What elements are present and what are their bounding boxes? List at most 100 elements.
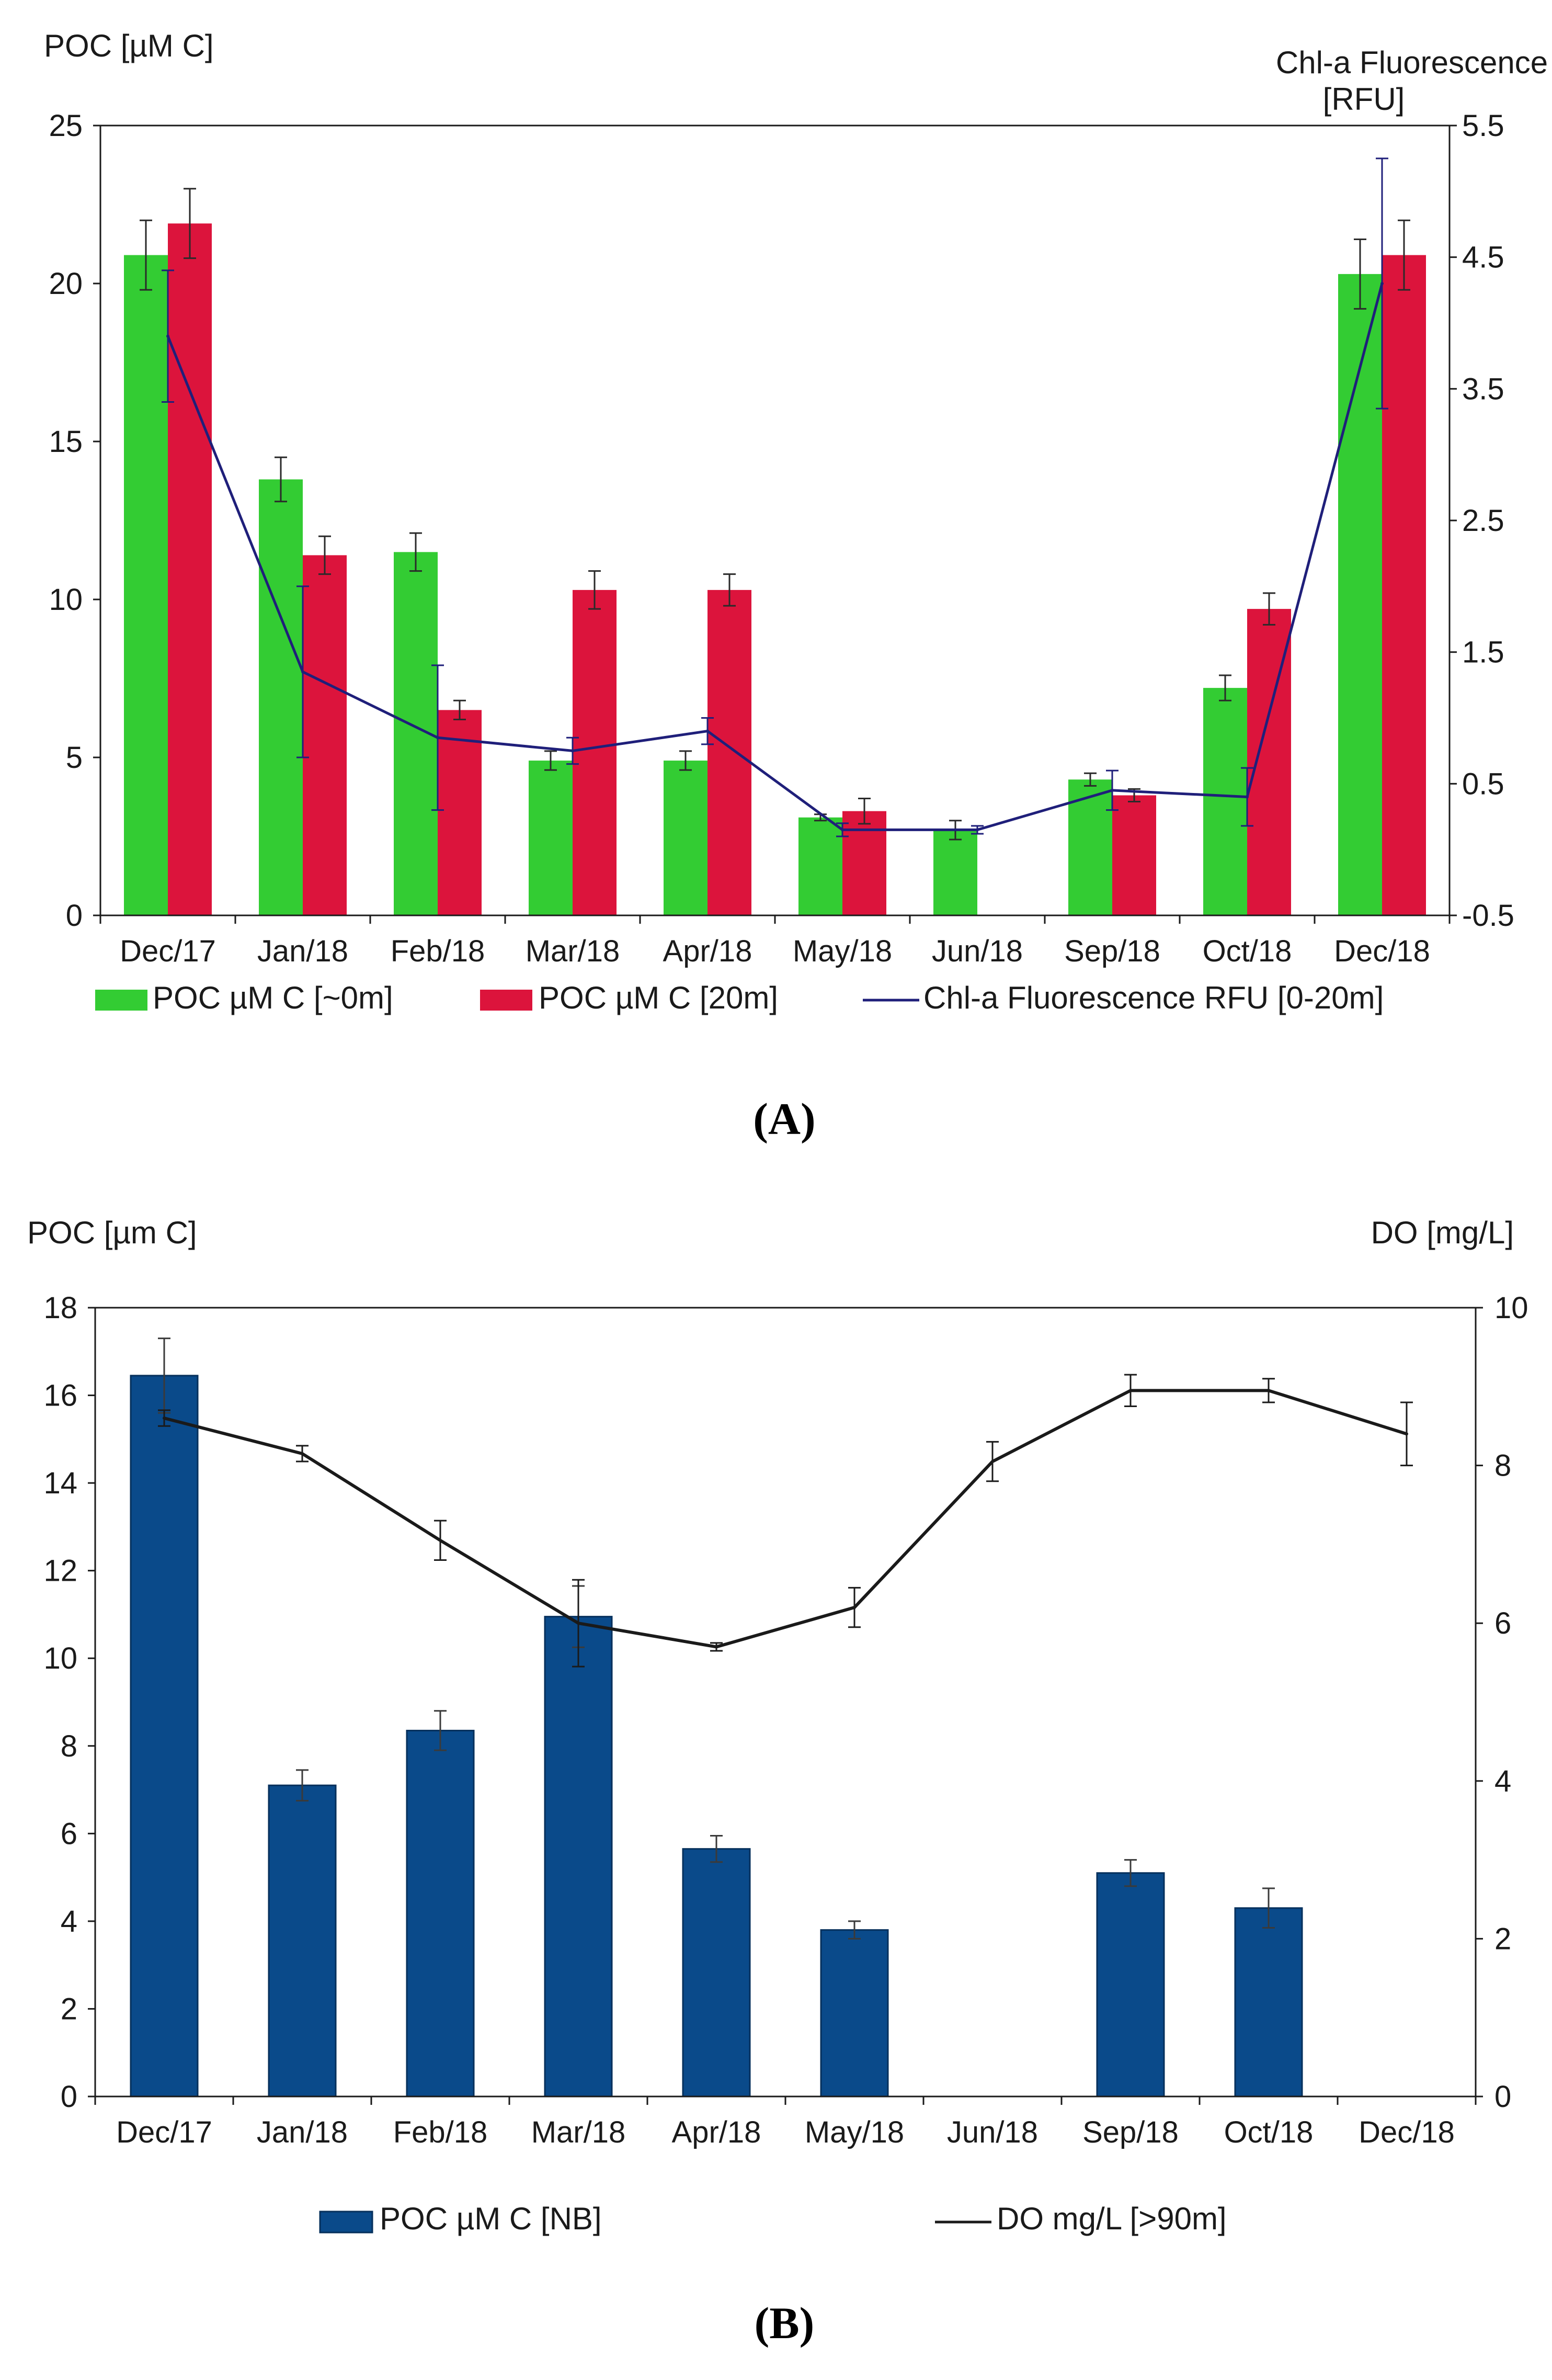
a-chl-point (1246, 795, 1249, 799)
a-left-tick-label: 25 (49, 109, 83, 143)
b-left-tick-label: 6 (61, 1817, 77, 1851)
a-chl-point (706, 729, 709, 733)
b-x-tick-label: Dec/17 (116, 2115, 212, 2149)
a-legend-label-chl: Chl-a Fluorescence RFU [0-20m] (923, 980, 1384, 1015)
panel-a-label: (A) (753, 1094, 815, 1144)
b-right-tick-label: 2 (1494, 1922, 1511, 1956)
a-x-tick-label: Oct/18 (1203, 934, 1292, 968)
b-x-tick-label: Jun/18 (947, 2115, 1038, 2149)
a-chl-point (1111, 788, 1114, 792)
b-left-tick-label: 18 (43, 1291, 77, 1325)
a-x-tick-label: Dec/18 (1334, 934, 1430, 968)
b-left-tick-label: 14 (43, 1466, 77, 1500)
b-x-tick-label: Jan/18 (257, 2115, 348, 2149)
a-x-tick-label: Feb/18 (391, 934, 485, 968)
b-do-line (164, 1389, 1407, 1649)
b-do-point (577, 1622, 580, 1625)
a-left-tick-label: 0 (66, 899, 83, 933)
panel-a-right-axis-title-line1: Chl-a Fluorescence (1276, 45, 1548, 80)
a-left-tick-label: 20 (49, 267, 83, 301)
a-x-tick-label: Sep/18 (1064, 934, 1160, 968)
a-chl-line (166, 283, 1384, 831)
b-bar-poc (130, 1375, 199, 2098)
panel-b-chart: POC [µm C] DO [mg/L] 0 2 4 6 8 10 12 14 16 18 0 2 4 6… (27, 1215, 1528, 2348)
b-x-tick-label: Dec/18 (1359, 2115, 1455, 2149)
b-do-point (439, 1538, 442, 1542)
b-x-tick-label: Feb/18 (393, 2115, 488, 2149)
panel-b-plot-frame (94, 1307, 1477, 2098)
a-bar-surface (1338, 274, 1382, 915)
b-do-point (1405, 1432, 1408, 1436)
a-x-tick-label: Jun/18 (932, 934, 1023, 968)
panel-b-right-axis-title: DO [mg/L] (1371, 1215, 1514, 1250)
a-bar-surface (259, 479, 303, 915)
b-bar-poc (406, 1729, 475, 2098)
a-legend-label-surface: POC µM C [~0m] (153, 980, 393, 1015)
b-right-tick-label: 4 (1494, 1764, 1511, 1798)
panel-a-chart: POC [µM C] Chl-a Fluorescence [RFU] 0 5 10… (44, 28, 1548, 1144)
panel-b-plot-area: 0 2 4 6 8 10 12 14 16 18 0 2 4 6 8 10 Dec/17 Jan/18 Feb/18… (43, 1291, 1528, 2149)
a-x-tick-label: Dec/17 (120, 934, 216, 968)
b-left-tick-label: 2 (61, 1992, 77, 2026)
b-x-tick-label: Apr/18 (672, 2115, 761, 2149)
b-do-point (853, 1606, 856, 1610)
a-left-tick-label: 5 (66, 741, 83, 775)
b-legend-label-poc: POC µM C [NB] (380, 2201, 602, 2236)
panel-a-legend: POC µM C [~0m] POC µM C [20m] Chl-a Fluore… (95, 980, 1384, 1015)
a-bar-20m (573, 590, 617, 915)
panel-a-left-axis-title: POC [µM C] (44, 28, 214, 63)
b-left-tick-label: 4 (61, 1905, 77, 1939)
a-bar-surface (798, 817, 842, 915)
b-legend-label-do: DO mg/L [>90m] (997, 2201, 1227, 2236)
b-x-tick-label: Mar/18 (531, 2115, 626, 2149)
a-legend-swatch-20m (480, 990, 532, 1011)
a-chl-point (301, 670, 304, 674)
a-right-tick-label: -0.5 (1462, 899, 1514, 933)
b-bar-poc (1096, 1872, 1165, 2098)
panel-a-right-axis-title-line2: [RFU] (1323, 82, 1405, 117)
b-bar-poc (820, 1929, 889, 2098)
b-x-tick-label: May/18 (805, 2115, 904, 2149)
b-legend-swatch-poc (319, 2211, 373, 2234)
a-right-tick-label: 0.5 (1462, 767, 1504, 801)
a-chl-point (841, 828, 844, 832)
b-left-tick-label: 16 (43, 1379, 77, 1413)
a-bar-20m (438, 710, 482, 915)
a-legend-label-20m: POC µM C [20m] (539, 980, 778, 1015)
b-right-tick-label: 8 (1494, 1449, 1511, 1483)
a-left-tick-label: 15 (49, 425, 83, 459)
b-left-tick-label: 10 (43, 1641, 77, 1675)
a-right-tick-label: 2.5 (1462, 504, 1504, 538)
a-right-tick-label: 3.5 (1462, 372, 1504, 406)
a-x-tick-label: Mar/18 (526, 934, 620, 968)
b-left-tick-label: 8 (61, 1729, 77, 1763)
panel-a-plot-area: 0 5 10 15 20 25 -0.5 0.5 1.5 2.5 3.5 4.5 5.5 Dec/17 Ja… (49, 109, 1514, 968)
b-bar-poc (1234, 1907, 1303, 2098)
a-chl-point (436, 736, 439, 740)
a-chl-point (1380, 282, 1384, 285)
a-chl-point (571, 749, 574, 753)
panel-b-legend: POC µM C [NB] DO mg/L [>90m] (319, 2201, 1227, 2236)
b-right-tick-label: 6 (1494, 1606, 1511, 1640)
a-bar-surface (529, 761, 573, 915)
a-bar-20m (707, 590, 751, 915)
panel-b-left-axis-title: POC [µm C] (27, 1215, 197, 1250)
a-legend-swatch-surface (95, 990, 147, 1011)
a-x-tick-label: May/18 (793, 934, 892, 968)
a-bar-surface (933, 830, 977, 915)
a-right-tick-label: 5.5 (1462, 109, 1504, 143)
b-x-tick-label: Oct/18 (1224, 2115, 1314, 2149)
a-bar-20m (842, 811, 886, 915)
a-chl-point (976, 828, 979, 832)
a-bar-surface (124, 255, 168, 915)
b-bar-poc (268, 1784, 337, 2098)
a-x-tick-label: Jan/18 (257, 934, 348, 968)
b-bar-poc (682, 1848, 751, 2098)
a-left-tick-label: 10 (49, 583, 83, 617)
b-left-tick-label: 12 (43, 1554, 77, 1588)
b-do-point (1129, 1389, 1132, 1392)
b-x-tick-label: Sep/18 (1082, 2115, 1179, 2149)
a-x-tick-label: Apr/18 (663, 934, 752, 968)
a-right-tick-label: 1.5 (1462, 636, 1504, 670)
